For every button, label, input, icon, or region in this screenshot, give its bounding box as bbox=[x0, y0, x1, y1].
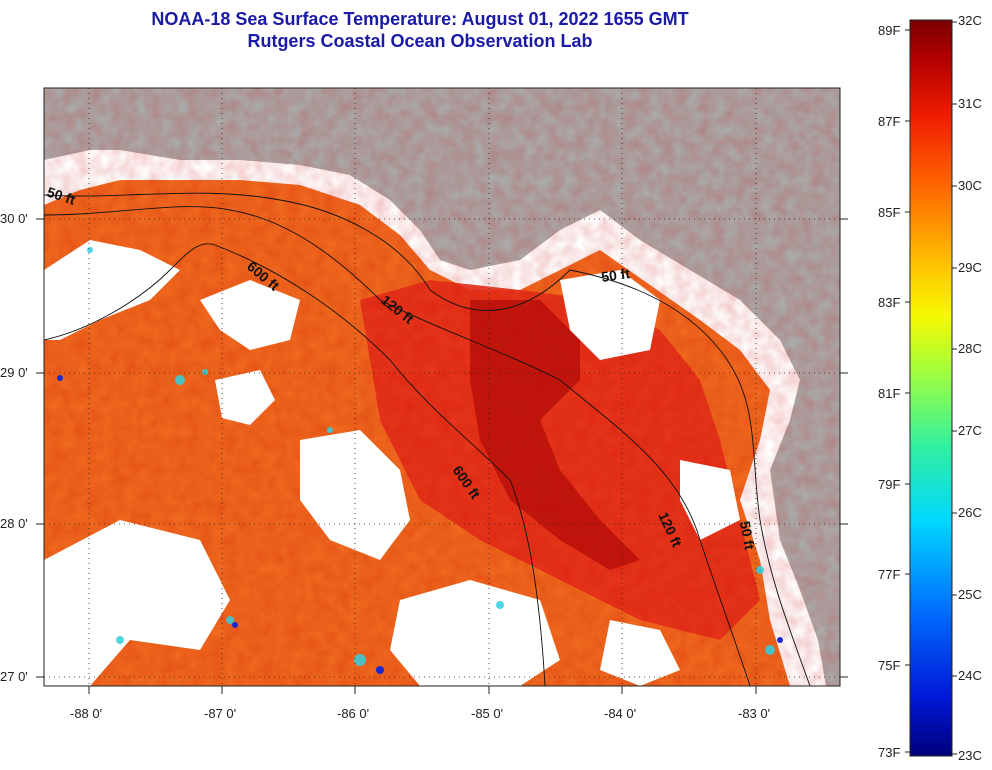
cloud-patch bbox=[44, 520, 230, 686]
colorbar-c-label: 31C bbox=[958, 96, 982, 111]
cloud-patch bbox=[44, 240, 180, 340]
colorbar-c-label: 32C bbox=[958, 13, 982, 28]
colorbar-c-label: 26C bbox=[958, 505, 982, 520]
cold-edge-pixels bbox=[57, 375, 783, 674]
title-line-1: NOAA-18 Sea Surface Temperature: August … bbox=[151, 9, 689, 29]
colorbar-f-label: 85F bbox=[878, 205, 901, 220]
contour-label: 50 ft bbox=[600, 265, 631, 285]
cloud-patch bbox=[390, 580, 560, 686]
y-tick-label: 27 0' bbox=[0, 669, 28, 684]
colorbar-c-label: 29C bbox=[958, 260, 982, 275]
cloud-patch bbox=[200, 280, 300, 350]
y-tick-label: 28 0' bbox=[0, 516, 28, 531]
colorbar-c-label: 25C bbox=[958, 587, 982, 602]
colorbar-c-label: 28C bbox=[958, 341, 982, 356]
colorbar-ticks bbox=[905, 21, 957, 755]
map-frame bbox=[43, 87, 841, 687]
axis-ticks bbox=[36, 218, 848, 694]
x-tick-label: -85 0' bbox=[471, 706, 504, 721]
cloud-patch bbox=[300, 430, 410, 560]
colorbar-c-label: 23C bbox=[958, 748, 982, 763]
bathymetry-contours bbox=[44, 192, 811, 686]
colorbar-f-label: 73F bbox=[878, 745, 901, 760]
colorbar-c-label: 24C bbox=[958, 668, 982, 683]
x-tick-label: -88 0' bbox=[70, 706, 103, 721]
colorbar-c-label: 30C bbox=[958, 178, 982, 193]
x-tick-label: -83 0' bbox=[738, 706, 771, 721]
cloud-patch bbox=[680, 460, 740, 540]
y-tick-label: 30 0' bbox=[0, 211, 28, 226]
x-tick-label: -87 0' bbox=[204, 706, 237, 721]
colorbar-f-label: 81F bbox=[878, 386, 901, 401]
colorbar-f-label: 89F bbox=[878, 23, 901, 38]
y-tick-label: 29 0' bbox=[0, 365, 28, 380]
x-tick-label: -84 0' bbox=[604, 706, 637, 721]
colorbar-f-label: 79F bbox=[878, 477, 901, 492]
contour-label: 50 ft bbox=[737, 520, 758, 551]
colorbar-f-label: 83F bbox=[878, 295, 901, 310]
cool-edge-pixels bbox=[87, 247, 775, 666]
cloud-patch bbox=[215, 370, 275, 425]
title-line-2: Rutgers Coastal Ocean Observation Lab bbox=[247, 31, 593, 51]
colorbar bbox=[909, 19, 953, 757]
colorbar-f-label: 75F bbox=[878, 658, 901, 673]
colorbar-c-label: 27C bbox=[958, 423, 982, 438]
cloud-patch bbox=[600, 620, 680, 686]
x-tick-label: -86 0' bbox=[337, 706, 370, 721]
colorbar-f-label: 87F bbox=[878, 114, 901, 129]
cloud-patch bbox=[560, 270, 660, 360]
colorbar-f-label: 77F bbox=[878, 567, 901, 582]
figure-title: NOAA-18 Sea Surface Temperature: August … bbox=[0, 8, 840, 52]
